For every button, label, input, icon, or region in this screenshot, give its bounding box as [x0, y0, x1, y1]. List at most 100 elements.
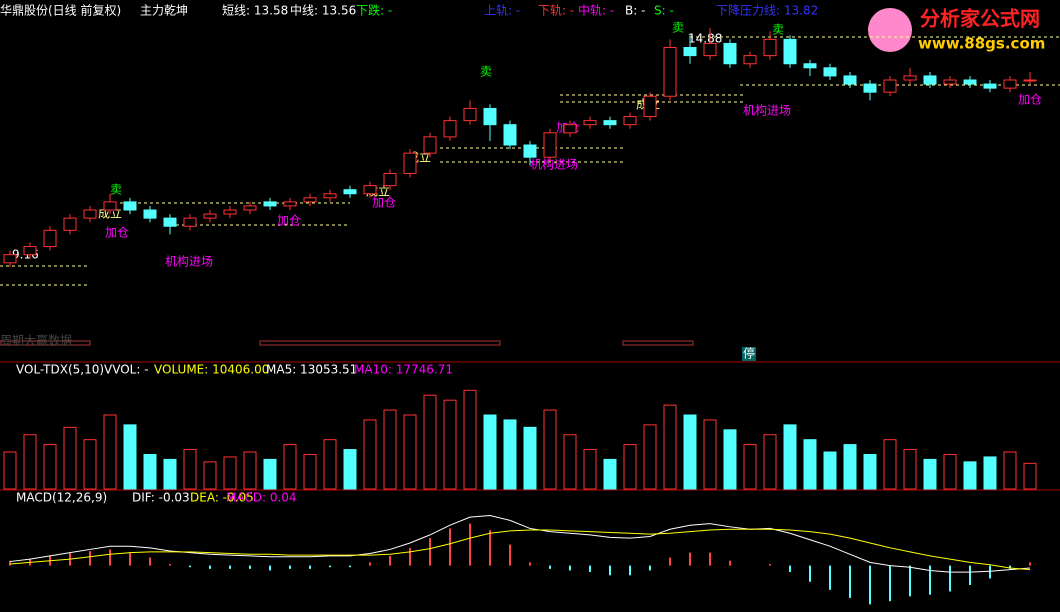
candle-body — [883, 79, 897, 93]
candle-body — [263, 201, 277, 207]
volume-bar — [143, 453, 157, 490]
volume-bar — [983, 456, 997, 490]
macd-line — [9, 514, 1031, 573]
volume-bar — [103, 414, 117, 490]
sell-label: 卖 — [672, 21, 684, 35]
candle-body — [203, 213, 217, 219]
volume-bar — [683, 414, 697, 490]
header-item: 上轨: - — [484, 4, 520, 18]
sell-label: 卖 — [110, 183, 122, 197]
volume-bar — [343, 449, 357, 490]
candle-body — [383, 172, 397, 187]
candle-body — [743, 55, 757, 65]
candle-body — [643, 95, 657, 118]
candle-body — [23, 246, 37, 256]
candle-body — [663, 47, 677, 97]
volume-title: VOL-TDX(5,10) — [16, 363, 104, 377]
candle-body — [463, 107, 477, 122]
candle-body — [343, 189, 357, 195]
volume-bar — [763, 434, 777, 490]
volume-bar — [863, 453, 877, 490]
candle-body — [963, 79, 977, 85]
volume-bar — [303, 453, 317, 490]
volume-bar — [43, 444, 57, 490]
candle-body — [583, 120, 597, 126]
candle-body — [163, 217, 177, 227]
volume-bar — [603, 458, 617, 490]
macd-title: MACD(12,26,9) — [16, 491, 107, 505]
volume-bar — [483, 414, 497, 490]
volume-bar — [383, 409, 397, 490]
header: 华鼎股份(日线 前复权) 主力乾坤 短线: 13.58 中线: 13.56 下跌… — [0, 3, 818, 18]
volume-bar — [63, 426, 77, 490]
volume-bar — [723, 429, 737, 490]
candle-body — [403, 152, 417, 174]
candle-body — [763, 38, 777, 57]
volume-bar — [183, 449, 197, 490]
volume-bar — [443, 399, 457, 490]
candle-body — [443, 120, 457, 138]
high-price-label: 14.88 — [688, 32, 722, 46]
candle-body — [983, 83, 997, 89]
stock-name: 华鼎股份(日线 前复权) — [0, 3, 121, 18]
candle-body — [623, 116, 637, 126]
volume-bar — [403, 414, 417, 490]
volume-bar — [23, 434, 37, 490]
header-item: 中线: 13.56 — [290, 3, 356, 18]
candle-body — [103, 201, 117, 211]
institution-entry-label: 机构进场 — [743, 103, 791, 118]
indicator-name[interactable]: 主力乾坤 — [140, 3, 188, 18]
candle-body — [603, 120, 617, 126]
status-text: 周期大赢数据 — [0, 333, 72, 348]
header-item: 短线: 13.58 — [222, 4, 288, 18]
volume-bar — [463, 389, 477, 490]
volume-bar — [243, 451, 257, 490]
candle-body — [423, 136, 437, 154]
candle-body — [183, 217, 197, 227]
header-item: B: - — [625, 4, 645, 18]
volume-bar — [523, 426, 537, 490]
volume-bar — [363, 419, 377, 490]
logo-icon — [868, 8, 912, 52]
volume-item: VOLUME: 10406.00 — [154, 363, 269, 377]
header-item: 下降压力线: 13.82 — [716, 4, 818, 18]
candle-body — [903, 75, 917, 81]
candle-body — [1023, 79, 1037, 82]
sell-label: 卖 — [480, 65, 492, 79]
volume-bar — [783, 424, 797, 490]
logo-title: 分析家公式网 — [920, 7, 1040, 31]
volume-header: VOL-TDX(5,10) VVOL: - VOLUME: 10406.00 M… — [16, 363, 453, 377]
header-item: 下跌: - — [356, 3, 392, 18]
candle-body — [843, 75, 857, 85]
volume-item: MA10: 17746.71 — [354, 363, 453, 377]
volume-bar — [163, 458, 177, 490]
volume-bar — [3, 451, 17, 490]
candle-body — [923, 75, 937, 85]
volume-bar — [823, 451, 837, 490]
stop-button-label[interactable]: 停 — [743, 346, 755, 361]
institution-entry-label: 机构进场 — [530, 157, 578, 172]
candle-body — [243, 205, 257, 211]
candle-body — [83, 209, 97, 219]
volume-bar — [543, 409, 557, 490]
macd-item: DIF: -0.03 — [132, 491, 190, 505]
macd-line — [9, 528, 1031, 571]
candle-body — [503, 124, 517, 146]
volume-item: MA5: 13053.51 — [266, 363, 357, 377]
volume-bar — [223, 456, 237, 490]
candle-body — [223, 209, 237, 215]
logo: 分析家公式网 www.88gs.com — [868, 7, 1045, 53]
candle-body — [723, 42, 737, 65]
volume-bar — [703, 419, 717, 490]
candle-body — [523, 144, 537, 158]
volume-bar — [643, 424, 657, 490]
volume-bar — [663, 404, 677, 490]
macd-item: MACD: 0.04 — [226, 491, 297, 505]
stop-button[interactable] — [742, 347, 756, 361]
candle-body — [143, 209, 157, 219]
candle-body — [323, 193, 337, 199]
volume-item: VVOL: - — [104, 363, 149, 377]
institution-entry-label: 机构进场 — [165, 254, 213, 269]
candle-body — [483, 107, 497, 126]
candle-body — [43, 229, 57, 248]
